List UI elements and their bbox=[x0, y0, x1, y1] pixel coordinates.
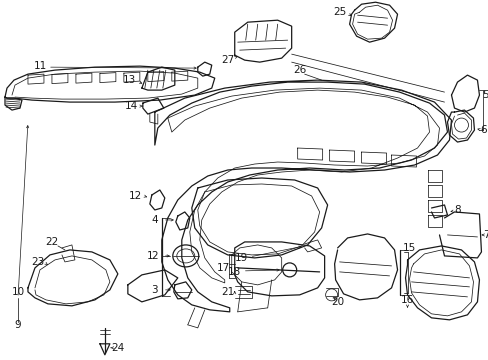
Text: 11: 11 bbox=[33, 61, 46, 71]
Text: 26: 26 bbox=[292, 65, 305, 75]
Text: 15: 15 bbox=[402, 243, 415, 253]
Text: 4: 4 bbox=[151, 215, 158, 225]
Text: 19: 19 bbox=[235, 253, 248, 263]
Text: 1: 1 bbox=[146, 251, 153, 261]
Text: 18: 18 bbox=[227, 267, 241, 277]
Text: 16: 16 bbox=[400, 295, 413, 305]
Text: 14: 14 bbox=[125, 101, 138, 111]
Text: 27: 27 bbox=[221, 55, 234, 65]
Text: 22: 22 bbox=[45, 237, 59, 247]
Text: 23: 23 bbox=[31, 257, 44, 267]
Text: 8: 8 bbox=[453, 205, 460, 215]
Text: 21: 21 bbox=[221, 287, 234, 297]
Text: 2: 2 bbox=[151, 251, 158, 261]
Text: 13: 13 bbox=[123, 75, 136, 85]
Text: 25: 25 bbox=[332, 7, 346, 17]
Text: 10: 10 bbox=[11, 287, 24, 297]
Text: 24: 24 bbox=[111, 343, 124, 353]
Text: 20: 20 bbox=[330, 297, 344, 307]
Text: 5: 5 bbox=[481, 90, 488, 100]
Text: 7: 7 bbox=[482, 230, 488, 240]
Text: 12: 12 bbox=[129, 191, 142, 201]
Text: 9: 9 bbox=[15, 320, 21, 330]
Text: 17: 17 bbox=[217, 263, 230, 273]
Text: 3: 3 bbox=[151, 285, 158, 295]
Text: 6: 6 bbox=[479, 125, 486, 135]
